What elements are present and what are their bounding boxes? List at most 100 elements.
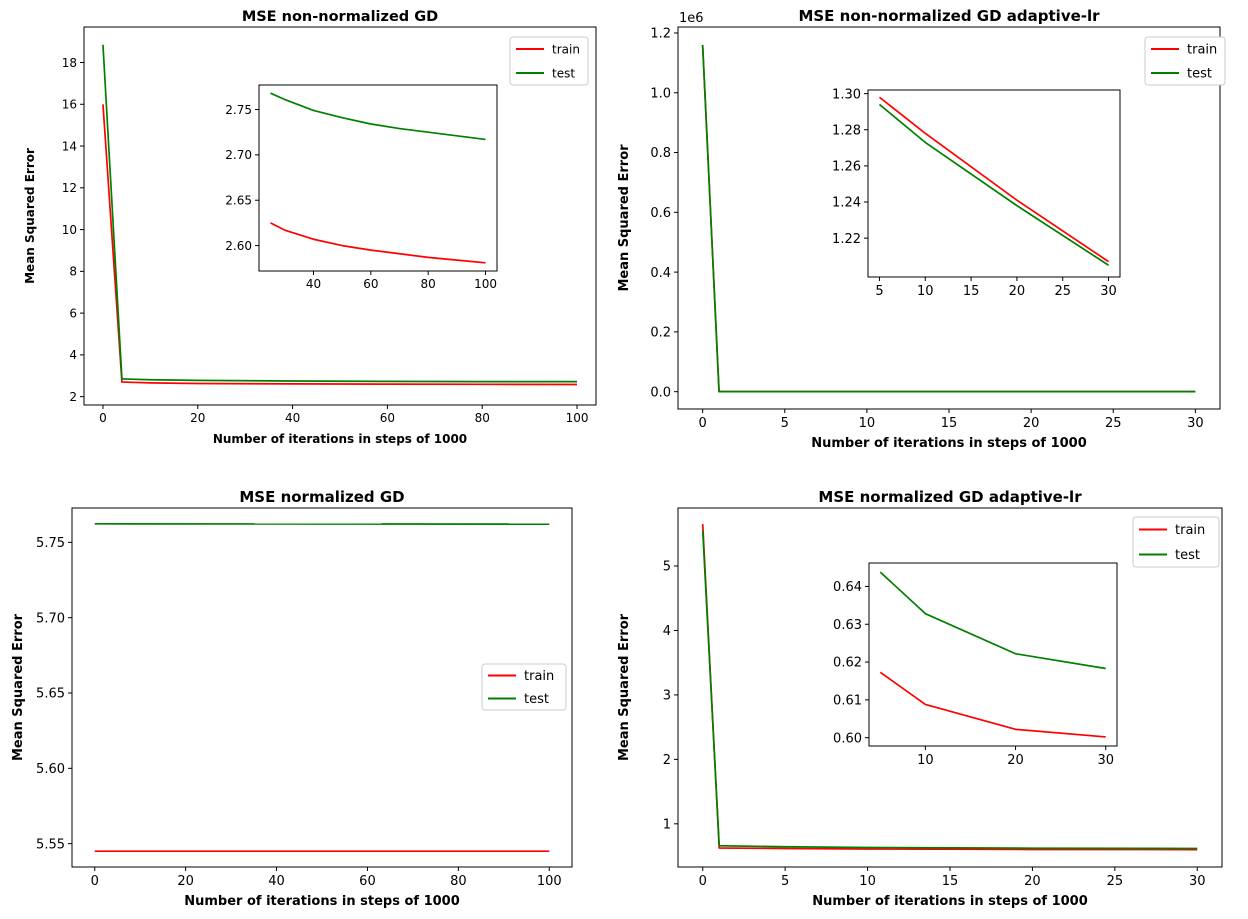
x-tick-label: 5 [781, 874, 789, 889]
x-tick-label: 10 [859, 416, 876, 431]
legend-label-test: test [524, 692, 549, 707]
x-tick-label: 0 [91, 874, 99, 889]
x-tick-label: 10 [859, 874, 876, 889]
inset-y-tick-label: 1.26 [832, 160, 861, 175]
y-tick-label: 5.70 [36, 611, 65, 626]
inset-x-tick-label: 100 [474, 277, 497, 291]
y-axis-label-group: Mean Squared Error [617, 613, 632, 761]
x-tick-label: 100 [537, 874, 562, 889]
inset-x-tick-label: 30 [1097, 753, 1114, 768]
inset-x-tick-label: 5 [875, 284, 883, 299]
inset-plot-frame [867, 89, 1121, 278]
legend-label-test: test [1175, 548, 1200, 563]
y-tick-label: 0.8 [650, 146, 671, 161]
y-tick-label: 3 [663, 689, 671, 704]
inset-plot-frame [258, 84, 498, 272]
x-tick-label: 0 [698, 416, 706, 431]
inset-y-tick-label: 0.63 [833, 618, 862, 633]
inset-x-tick-label: 10 [917, 753, 934, 768]
x-tick-label: 0 [699, 874, 707, 889]
x-tick-label: 20 [177, 874, 194, 889]
inset-axes: 40 60 80 100 2.60 2.65 2.70 2.75 [225, 84, 498, 291]
y-tick-label: 1 [663, 817, 671, 832]
chart-title: MSE normalized GD adaptive-lr [818, 488, 1082, 506]
chart-title: MSE non-normalized GD [242, 9, 438, 25]
inset-y-tick-label: 0.61 [833, 694, 862, 709]
y-axis-label: Mean Squared Error [617, 613, 632, 761]
inset-x-tick-label: 40 [306, 277, 321, 291]
x-tick-label: 100 [566, 411, 589, 425]
y-tick-label: 5.55 [36, 837, 65, 852]
chart-panel-3: 0 20 40 60 80 100 5.55 5.60 5.65 5.70 5.75 MSE norm… [11, 488, 573, 909]
chart-panel-4: 0 5 10 15 20 25 30 1 2 3 4 5 MSE normalized GD adapt… [617, 488, 1223, 909]
y-tick-label: 10 [62, 223, 77, 237]
y-tick-label: 0.4 [650, 266, 671, 281]
y-tick-label: 18 [62, 56, 77, 70]
x-tick-label: 80 [450, 874, 467, 889]
y-tick-label: 5.65 [36, 687, 65, 702]
x-tick-label: 20 [1023, 416, 1040, 431]
series-line-test [701, 530, 1198, 850]
inset-y-tick-label: 0.60 [833, 731, 862, 746]
y-tick-label: 14 [62, 139, 77, 153]
y-tick-label: 1.0 [650, 86, 671, 101]
x-tick-label: 80 [475, 411, 490, 425]
inset-series-line-s1 [270, 92, 486, 141]
x-axis-label: Number of iterations in steps of 1000 [184, 894, 460, 909]
inset-y-tick-label: 0.62 [833, 656, 862, 671]
inset-inset-background [259, 85, 497, 271]
y-tick-label: 12 [62, 181, 77, 195]
plot-frame [83, 26, 597, 406]
inset-axes: 5 10 15 20 25 30 1.22 1.24 1.26 1.28 1.30 [832, 87, 1121, 299]
x-tick-label: 25 [1105, 416, 1122, 431]
x-axis-label: Number of iterations in steps of 1000 [812, 894, 1088, 909]
y-tick-label: 2 [663, 753, 671, 768]
x-tick-label: 60 [380, 411, 395, 425]
chart-panel-1: 0 20 40 60 80 100 2 4 6 8 10 12 14 16 18 MSE non-normal… [23, 9, 597, 446]
y-tick-label: 4 [663, 624, 671, 639]
inset-series-line-s1 [879, 571, 1106, 670]
inset-x-tick-label: 10 [917, 284, 934, 299]
y-tick-label: 5 [663, 560, 671, 575]
y-tick-label: 0.6 [650, 206, 671, 221]
x-tick-label: 5 [781, 416, 789, 431]
inset-x-tick-label: 60 [363, 277, 378, 291]
inset-y-tick-label: 1.24 [832, 196, 861, 211]
inset-y-tick-label: 2.60 [225, 239, 252, 253]
x-axis-label: Number of iterations in steps of 1000 [213, 432, 467, 446]
y-tick-label: 5.75 [36, 536, 65, 551]
x-axis-label: Number of iterations in steps of 1000 [811, 436, 1087, 451]
inset-x-tick-label: 25 [1054, 284, 1071, 299]
x-tick-label: 60 [359, 874, 376, 889]
x-tick-label: 30 [1189, 874, 1206, 889]
legend-label-test: test [552, 66, 575, 80]
x-tick-label: 15 [941, 416, 958, 431]
y-tick-label: 4 [69, 348, 77, 362]
x-tick-label: 30 [1187, 416, 1204, 431]
y-axis-label: Mean Squared Error [23, 148, 37, 284]
x-tick-label: 40 [268, 874, 285, 889]
inset-y-tick-label: 2.70 [225, 148, 252, 162]
inset-x-tick-label: 30 [1100, 284, 1117, 299]
inset-series-line-s1 [878, 103, 1110, 266]
inset-series-line-s0 [879, 671, 1106, 738]
x-tick-label: 20 [1024, 874, 1041, 889]
y-offset-label: 1e6 [679, 11, 704, 26]
y-tick-label: 8 [69, 265, 77, 279]
x-tick-label: 40 [285, 411, 300, 425]
inset-y-tick-label: 2.65 [225, 194, 252, 208]
legend-label-train: train [1175, 523, 1205, 538]
inset-y-tick-label: 1.22 [832, 232, 861, 247]
inset-y-tick-label: 1.30 [832, 87, 861, 102]
x-tick-label: 15 [942, 874, 959, 889]
y-tick-label: 0.2 [650, 326, 671, 341]
inset-x-tick-label: 80 [421, 277, 436, 291]
legend-label-train: train [1187, 43, 1217, 58]
y-tick-label: 2 [69, 390, 77, 404]
inset-axes: 10 20 30 0.60 0.61 0.62 0.63 0.64 [833, 562, 1118, 768]
inset-y-tick-label: 2.75 [225, 103, 252, 117]
y-tick-label: 1.2 [650, 27, 671, 42]
chart-title: MSE non-normalized GD adaptive-lr [798, 7, 1100, 25]
legend-label-train: train [524, 669, 554, 684]
